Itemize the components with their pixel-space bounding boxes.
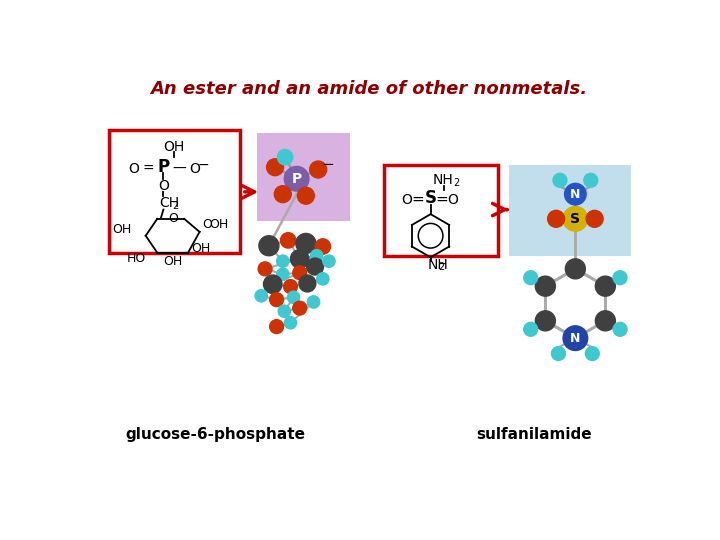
Circle shape (307, 258, 323, 275)
Text: −: − (197, 158, 210, 172)
Circle shape (266, 159, 284, 176)
Circle shape (563, 326, 588, 350)
Circle shape (270, 320, 284, 334)
Circle shape (310, 249, 323, 262)
Circle shape (284, 166, 309, 191)
Circle shape (564, 184, 586, 205)
Circle shape (284, 280, 297, 294)
Circle shape (595, 311, 616, 331)
Circle shape (613, 322, 627, 336)
Circle shape (296, 233, 316, 253)
Circle shape (276, 268, 289, 280)
Circle shape (290, 249, 309, 268)
Text: S: S (570, 212, 580, 226)
Text: NH: NH (428, 258, 449, 272)
Text: =: = (142, 162, 154, 176)
Text: sulfanilamide: sulfanilamide (477, 427, 593, 442)
Bar (257, 132, 350, 221)
Circle shape (284, 316, 297, 329)
Circle shape (613, 271, 627, 285)
Bar (109, 130, 240, 253)
Text: OH: OH (163, 255, 182, 268)
Text: −: − (321, 157, 334, 172)
Text: =: = (411, 192, 424, 207)
Text: OH: OH (163, 140, 185, 154)
Circle shape (553, 173, 567, 187)
Text: glucose-6-phosphate: glucose-6-phosphate (125, 427, 305, 442)
Bar (384, 165, 498, 256)
Text: O: O (189, 162, 199, 176)
Text: N: N (570, 188, 580, 201)
Text: O: O (401, 193, 412, 206)
Circle shape (264, 275, 282, 294)
Text: O: O (158, 179, 169, 193)
Circle shape (565, 259, 585, 279)
Text: O: O (202, 218, 212, 231)
Text: 2: 2 (172, 201, 178, 211)
Text: HO: HO (127, 252, 145, 265)
Circle shape (278, 305, 290, 318)
Circle shape (585, 347, 599, 361)
Circle shape (565, 328, 585, 348)
Text: 2: 2 (438, 262, 444, 272)
Text: O: O (448, 193, 459, 206)
Circle shape (323, 255, 335, 267)
Text: An ester and an amide of other nonmetals.: An ester and an amide of other nonmetals… (150, 80, 588, 98)
Text: =: = (435, 192, 448, 207)
Circle shape (297, 187, 315, 204)
Circle shape (584, 173, 598, 187)
Text: CH: CH (159, 197, 179, 211)
Circle shape (552, 347, 565, 361)
Text: N: N (570, 332, 580, 345)
Circle shape (523, 322, 538, 336)
Circle shape (299, 275, 316, 292)
Text: OH: OH (112, 223, 132, 236)
Text: NH: NH (433, 173, 454, 187)
Text: —: — (172, 162, 186, 176)
Text: OH: OH (191, 242, 210, 255)
Circle shape (274, 186, 291, 202)
Circle shape (310, 161, 327, 178)
Circle shape (595, 276, 616, 296)
Circle shape (563, 206, 588, 231)
Circle shape (317, 273, 329, 285)
Circle shape (258, 262, 272, 276)
Text: O: O (168, 212, 178, 225)
Circle shape (536, 276, 555, 296)
Circle shape (255, 289, 267, 302)
Circle shape (307, 296, 320, 308)
Circle shape (548, 210, 564, 227)
Circle shape (315, 239, 330, 254)
Circle shape (293, 266, 307, 280)
Text: OH: OH (210, 218, 229, 231)
Circle shape (277, 150, 293, 165)
Circle shape (276, 255, 289, 267)
Circle shape (293, 301, 307, 315)
Circle shape (259, 236, 279, 256)
Text: 2: 2 (453, 178, 459, 188)
Circle shape (536, 311, 555, 331)
Circle shape (281, 233, 296, 248)
Circle shape (523, 271, 538, 285)
Text: P: P (292, 172, 302, 186)
Text: P: P (158, 158, 169, 176)
Circle shape (270, 293, 284, 307)
Circle shape (586, 210, 603, 227)
Text: S: S (425, 189, 436, 207)
Circle shape (287, 291, 300, 303)
Bar (509, 165, 631, 256)
Text: O: O (129, 162, 140, 176)
